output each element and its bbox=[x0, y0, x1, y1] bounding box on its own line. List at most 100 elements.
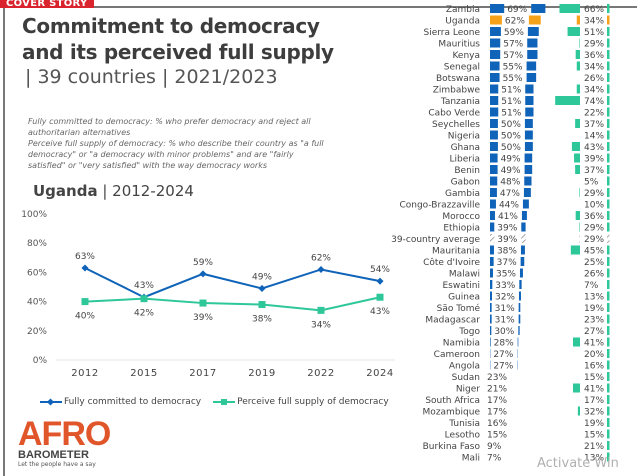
country-label: Nigeria bbox=[448, 132, 480, 142]
supply-marker bbox=[607, 16, 610, 25]
committed-bar-left bbox=[490, 4, 504, 13]
committed-bar-left bbox=[490, 303, 492, 312]
country-label: Guinea bbox=[448, 293, 480, 303]
committed-bar-left bbox=[490, 188, 497, 197]
activate-windows-watermark: Activate Win bbox=[537, 456, 619, 471]
supply-bar bbox=[573, 384, 580, 393]
committed-value-label: 55% bbox=[503, 63, 523, 73]
committed-bar-left bbox=[490, 119, 498, 128]
supply-value-label: 17% bbox=[584, 396, 604, 406]
committed-value-label: 38% bbox=[497, 247, 517, 257]
supply-marker bbox=[607, 119, 610, 128]
committed-value-label: 16% bbox=[487, 419, 507, 429]
committed-bar-right bbox=[521, 223, 525, 232]
definition-supply: Perceive full supply of democracy: % who… bbox=[28, 138, 328, 171]
committed-value-label: 15% bbox=[487, 431, 507, 441]
committed-bar-left bbox=[490, 177, 497, 186]
committed-value-label: 37% bbox=[497, 258, 517, 268]
cover-story-badge: COVER STORY bbox=[0, 0, 94, 8]
country-label: Senegal bbox=[444, 63, 480, 73]
committed-value-label: 47% bbox=[500, 189, 520, 199]
committed-bar-right bbox=[525, 165, 533, 174]
supply-marker bbox=[607, 349, 610, 358]
supply-marker bbox=[607, 142, 610, 151]
supply-value-label: 22% bbox=[584, 109, 604, 119]
x-tick-label: 2015 bbox=[130, 368, 157, 379]
committed-value-label: 57% bbox=[503, 51, 523, 61]
committed-bar-right bbox=[519, 315, 521, 324]
country-label: Uganda bbox=[445, 17, 480, 27]
x-tick-label: 2019 bbox=[248, 368, 275, 379]
supply-value-label: 29% bbox=[584, 40, 604, 50]
supply-marker bbox=[607, 165, 610, 174]
committed-bar-right bbox=[529, 16, 541, 25]
supply-value-label: 29% bbox=[584, 224, 604, 234]
title-line-1: Commitment to democracy bbox=[22, 13, 334, 39]
supply-data-label: 38% bbox=[252, 315, 272, 325]
supply-value-label: 34% bbox=[584, 17, 604, 27]
supply-value-label: 19% bbox=[584, 419, 604, 429]
supply-value-label: 21% bbox=[584, 442, 604, 452]
committed-bar-right bbox=[527, 62, 537, 71]
title-line-2: and its perceived full supply bbox=[22, 39, 334, 65]
committed-value-label: 49% bbox=[501, 166, 521, 176]
supply-value-label: 5% bbox=[584, 178, 599, 188]
committed-value-label: 21% bbox=[487, 385, 507, 395]
committed-bar-right bbox=[527, 39, 537, 48]
supply-marker bbox=[607, 200, 610, 209]
line-chart-legend: Fully committed to democracy Perceive fu… bbox=[40, 397, 389, 407]
supply-bar bbox=[555, 96, 580, 105]
committed-value-label: 50% bbox=[501, 143, 521, 153]
country-label: Tunisia bbox=[448, 419, 480, 429]
supply-bar bbox=[575, 165, 580, 174]
country-label: Cabo Verde bbox=[428, 109, 480, 119]
supply-value-label: 34% bbox=[584, 63, 604, 73]
committed-value-label: 28% bbox=[494, 339, 514, 349]
committed-bar-right bbox=[525, 119, 533, 128]
committed-data-label: 43% bbox=[134, 281, 154, 291]
committed-bar-right bbox=[519, 303, 521, 312]
supply-data-label: 40% bbox=[75, 312, 95, 322]
committed-value-label: 17% bbox=[487, 408, 507, 418]
country-label: Angola bbox=[449, 362, 480, 372]
committed-bar-right bbox=[525, 96, 533, 105]
committed-value-label: 55% bbox=[503, 74, 523, 84]
country-label: Sudan bbox=[452, 373, 480, 383]
committed-bar-left bbox=[490, 211, 495, 220]
committed-value-label: 17% bbox=[487, 396, 507, 406]
supply-marker bbox=[607, 303, 610, 312]
committed-bar-right bbox=[527, 50, 537, 59]
committed-bar-right bbox=[525, 142, 533, 151]
supply-marker bbox=[607, 73, 610, 82]
supply-marker bbox=[607, 372, 610, 381]
supply-bar bbox=[579, 234, 580, 243]
country-label: Benin bbox=[454, 166, 480, 176]
country-label: Seychelles bbox=[432, 120, 480, 130]
committed-bar-right bbox=[528, 27, 539, 36]
supply-marker bbox=[607, 326, 610, 335]
supply-marker bbox=[607, 257, 610, 266]
supply-bar bbox=[576, 50, 580, 59]
committed-value-label: 39% bbox=[497, 235, 517, 245]
supply-data-point bbox=[259, 301, 266, 308]
committed-value-label: 39% bbox=[497, 224, 517, 234]
supply-marker bbox=[607, 154, 610, 163]
y-tick-label: 80% bbox=[27, 239, 47, 249]
supply-bar bbox=[577, 62, 580, 71]
uganda-heading-range: | 2012-2024 bbox=[102, 182, 194, 200]
supply-value-label: 43% bbox=[584, 143, 604, 153]
country-label: Eswatini bbox=[443, 281, 481, 291]
committed-bar-right bbox=[525, 108, 533, 117]
committed-bar-right bbox=[518, 338, 519, 347]
supply-bar bbox=[559, 4, 580, 13]
committed-bar-right bbox=[519, 292, 521, 301]
committed-bar-right bbox=[521, 246, 525, 255]
country-label: Gabon bbox=[451, 178, 480, 188]
supply-marker bbox=[607, 39, 610, 48]
supply-value-label: 41% bbox=[584, 339, 604, 349]
supply-marker bbox=[607, 407, 610, 416]
country-label: Togo bbox=[458, 327, 480, 337]
committed-data-point bbox=[317, 266, 324, 273]
